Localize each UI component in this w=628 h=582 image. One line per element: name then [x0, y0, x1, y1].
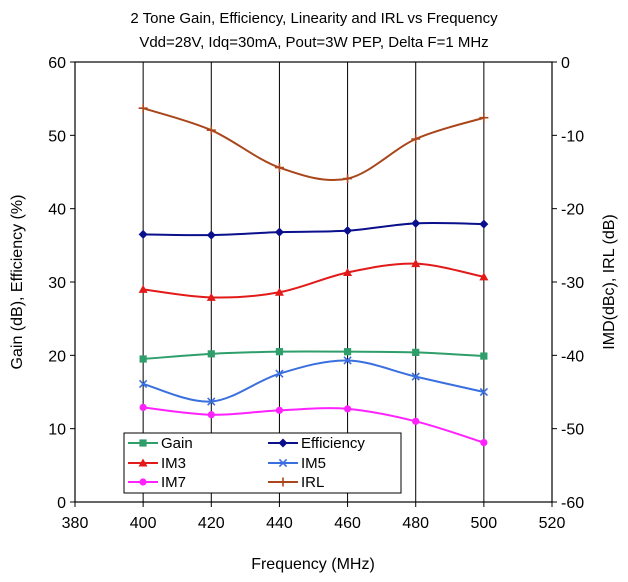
x-tick-label: 420	[198, 515, 225, 532]
x-axis-title: Frequency (MHz)	[251, 556, 375, 573]
series-line-im3	[143, 262, 485, 299]
data-point-gain	[139, 355, 147, 363]
legend-marker-im3	[138, 458, 148, 467]
data-point-gain	[275, 348, 284, 356]
data-point-efficiency	[138, 229, 148, 239]
y-left-tick-label: 60	[48, 55, 66, 72]
y-right-tick-label: 0	[561, 55, 570, 72]
legend-label-im3: IM3	[161, 455, 186, 472]
data-point-im7	[275, 406, 284, 414]
data-point-irl	[343, 174, 353, 184]
series-line-gain	[143, 350, 484, 360]
y-left-tick-label: 30	[48, 275, 66, 292]
data-point-irl	[479, 113, 489, 123]
x-tick-label: 400	[130, 515, 157, 532]
data-point-im3	[411, 259, 421, 268]
data-point-gain	[480, 352, 488, 360]
y-axis-left-title: Gain (dB), Efficiency (%)	[9, 195, 26, 370]
legend-label-gain: Gain	[161, 435, 193, 452]
data-point-efficiency	[411, 218, 421, 228]
data-point-im7	[412, 417, 420, 425]
data-point-irl	[274, 163, 284, 173]
series-line-irl	[142, 107, 485, 182]
y-right-tick-label: -20	[561, 202, 584, 219]
series-line-im5	[142, 359, 485, 403]
x-tick-label: 440	[266, 515, 293, 532]
data-point-im5	[275, 369, 284, 378]
data-point-im3	[206, 292, 216, 301]
x-tick-label: 380	[62, 515, 89, 532]
y-right-tick-label: -60	[561, 495, 584, 512]
legend-label-efficiency: Efficiency	[301, 435, 365, 452]
y-right-tick-label: -10	[561, 128, 584, 145]
x-tick-label: 520	[539, 515, 566, 532]
y-left-tick-label: 20	[48, 348, 66, 365]
data-point-im3	[479, 272, 489, 281]
data-point-efficiency	[343, 226, 353, 236]
data-point-irl	[411, 134, 421, 144]
legend-label-im5: IM5	[301, 455, 326, 472]
data-point-im7	[480, 439, 488, 447]
y-left-tick-label: 40	[48, 202, 66, 219]
y-right-tick-label: -30	[561, 275, 584, 292]
chart-subtitle: Vdd=28V, Idq=30mA, Pout=3W PEP, Delta F=…	[139, 34, 488, 51]
data-point-im5	[138, 379, 148, 389]
data-point-efficiency	[479, 219, 489, 229]
legend-marker-im7	[139, 478, 147, 486]
legend-marker-gain	[139, 439, 147, 447]
data-point-im7	[343, 405, 352, 413]
chart-title: 2 Tone Gain, Efficiency, Linearity and I…	[130, 10, 498, 27]
data-point-irl	[138, 103, 148, 113]
y-left-tick-label: 50	[48, 128, 66, 145]
data-point-efficiency	[206, 230, 216, 240]
legend: Gain Efficiency IM3 IM5 IM7 IRL	[123, 432, 402, 494]
data-point-im5	[343, 356, 352, 365]
data-point-im7	[207, 411, 215, 419]
y-right-tick-label: -50	[561, 422, 584, 439]
legend-box	[123, 432, 402, 494]
legend-label-irl: IRL	[301, 474, 324, 491]
axis-ticks: 380 400 420 440 460 480 500 520 0 10 20 30 40 50 60 -60…	[48, 55, 584, 532]
data-point-im3	[274, 287, 284, 296]
y-left-tick-label: 0	[57, 495, 66, 512]
data-point-im5	[207, 397, 216, 406]
y-left-tick-label: 10	[48, 422, 66, 439]
series-line-im7	[143, 406, 485, 444]
data-point-gain	[343, 348, 352, 356]
data-point-gain	[207, 350, 215, 358]
legend-marker-im5	[278, 458, 288, 468]
legend-marker-efficiency	[278, 438, 288, 448]
data-point-im5	[479, 387, 489, 397]
legend-marker-irl	[278, 477, 288, 487]
y-right-tick-label: -40	[561, 348, 584, 365]
series-layer	[138, 103, 489, 447]
data-point-gain	[412, 348, 420, 356]
data-point-im3	[343, 267, 353, 276]
x-tick-label: 500	[471, 515, 498, 532]
data-point-im3	[138, 284, 148, 293]
data-point-efficiency	[274, 227, 284, 237]
data-point-im7	[139, 403, 147, 411]
data-point-irl	[206, 125, 216, 135]
data-point-im5	[411, 372, 420, 381]
series-line-efficiency	[143, 221, 484, 237]
y-axis-right-title: IMD(dBc), IRL (dB)	[601, 214, 618, 349]
x-tick-label: 460	[334, 515, 361, 532]
legend-label-im7: IM7	[161, 474, 186, 491]
x-tick-label: 480	[402, 515, 429, 532]
